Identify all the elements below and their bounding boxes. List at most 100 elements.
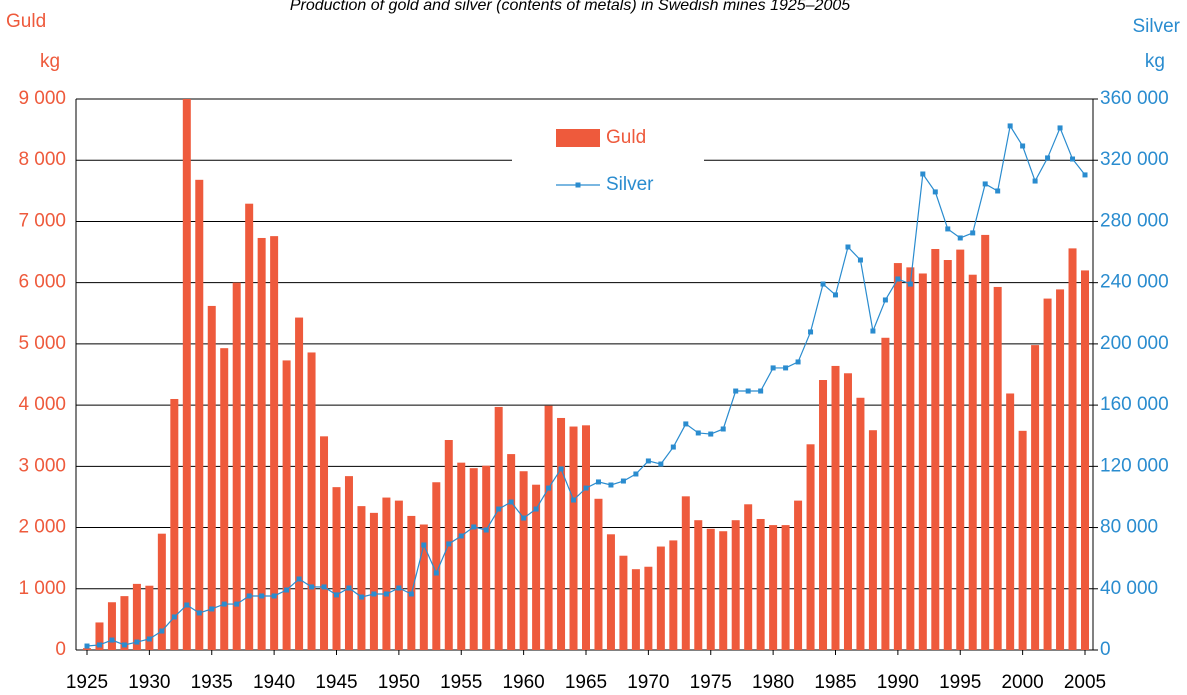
bar [868,430,877,650]
bar [993,286,1002,650]
y-tick-label: 8 000 [18,149,66,170]
y2-tick-label: 320 000 [1100,149,1169,170]
marker [795,359,801,365]
marker [571,497,577,503]
marker [783,365,789,371]
marker [446,541,452,547]
marker [346,585,352,591]
bar [1031,345,1040,650]
bar [644,566,653,650]
bar [332,487,341,650]
marker [421,542,427,548]
y-tick-label: 0 [55,639,66,660]
bar [245,203,254,650]
bar [107,602,116,650]
bar [1056,289,1065,650]
x-tick-label: 1975 [690,672,732,693]
marker [620,478,626,484]
bar [619,555,628,650]
bar [544,405,553,650]
bar [681,496,690,650]
bar [1018,430,1027,650]
x-tick-label: 1945 [315,672,357,693]
marker [96,642,102,648]
y-tick-label: 7 000 [18,210,66,231]
marker [845,244,851,250]
marker [383,591,389,597]
marker [733,388,739,394]
marker [758,388,764,394]
y2-tick-label: 160 000 [1100,394,1169,415]
marker [1057,125,1063,131]
marker [857,257,863,263]
marker [471,524,477,530]
bar [357,506,366,650]
bar [1068,248,1077,651]
marker [595,479,601,485]
y2-tick-label: 360 000 [1100,88,1169,109]
bar [419,524,428,650]
bar [220,348,229,650]
x-tick-label: 1985 [814,672,856,693]
marker [895,276,901,282]
bar [232,282,241,650]
bar [631,569,640,650]
y-axis-label: Guld [6,11,46,32]
marker [1032,178,1038,184]
bar [981,234,990,650]
bar [482,465,491,650]
bar [557,417,566,650]
marker [720,426,726,432]
bar [394,500,403,650]
legend-marker [575,182,581,188]
bar [794,500,803,650]
bar [819,380,828,650]
marker [670,444,676,450]
y-tick-label: 3 000 [18,455,66,476]
y2-tick-label: 240 000 [1100,272,1169,293]
marker [907,281,913,287]
x-tick-label: 1925 [66,672,108,693]
bar [669,540,678,650]
bar [943,260,952,650]
x-tick-label: 1950 [378,672,420,693]
bar [195,179,204,650]
marker [159,628,165,634]
bar [594,498,603,650]
y-axis-unit: kg [40,51,60,72]
bar [145,585,154,650]
marker [633,471,639,477]
bar [1081,270,1089,650]
bar [731,520,740,650]
marker [982,181,988,187]
x-tick-label: 1970 [627,672,669,693]
bar [407,515,416,650]
bar [519,471,528,650]
bar [781,525,790,650]
marker [371,591,377,597]
marker [920,171,926,177]
y-tick-label: 6 000 [18,272,66,293]
bar [569,426,578,650]
bar [83,648,91,650]
bar [369,512,378,650]
marker [808,329,814,335]
bar [881,337,890,650]
marker [1070,156,1076,162]
bar [132,583,141,650]
y2-tick-label: 0 [1100,639,1111,660]
marker [358,594,364,600]
y2-tick-label: 280 000 [1100,210,1169,231]
x-tick-label: 1955 [440,672,482,693]
x-tick-label: 1940 [253,672,295,693]
marker [246,593,252,599]
bar [706,528,715,650]
y-tick-label: 5 000 [18,333,66,354]
y2-tick-label: 40 000 [1100,578,1158,599]
marker [683,421,689,427]
bar [207,305,216,650]
marker [433,570,439,576]
bar [170,398,179,650]
marker [695,430,701,436]
